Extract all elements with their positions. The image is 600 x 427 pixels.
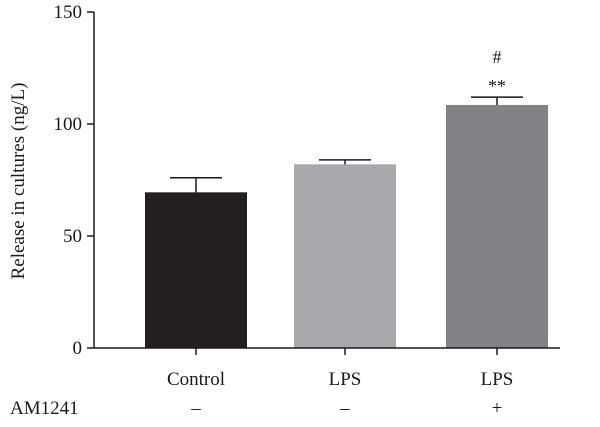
bar [145,192,247,348]
row-value: + [492,398,503,419]
bars: ** # [145,47,548,349]
x-tick-label: LPS [481,369,514,390]
x-axis: Control LPS LPS [94,347,560,390]
y-axis-title: Release in cultures (ng/L) [8,83,29,280]
significance-label: ** [488,76,506,96]
x-tick-label: Control [167,369,225,390]
bar [294,164,396,348]
x-tick-label: LPS [329,369,362,390]
row-value: – [190,398,201,419]
row-value: – [339,398,350,419]
y-tick-label: 0 [73,338,83,359]
y-axis: 0 50 100 150 [54,2,95,359]
row-label: AM1241 [10,398,79,419]
y-tick-label: 50 [63,226,82,247]
y-tick-label: 100 [54,114,83,135]
significance-label-secondary: # [493,47,502,67]
treatment-row: AM1241 – – + [10,398,502,419]
y-tick-label: 150 [54,2,83,23]
bar [446,104,548,349]
